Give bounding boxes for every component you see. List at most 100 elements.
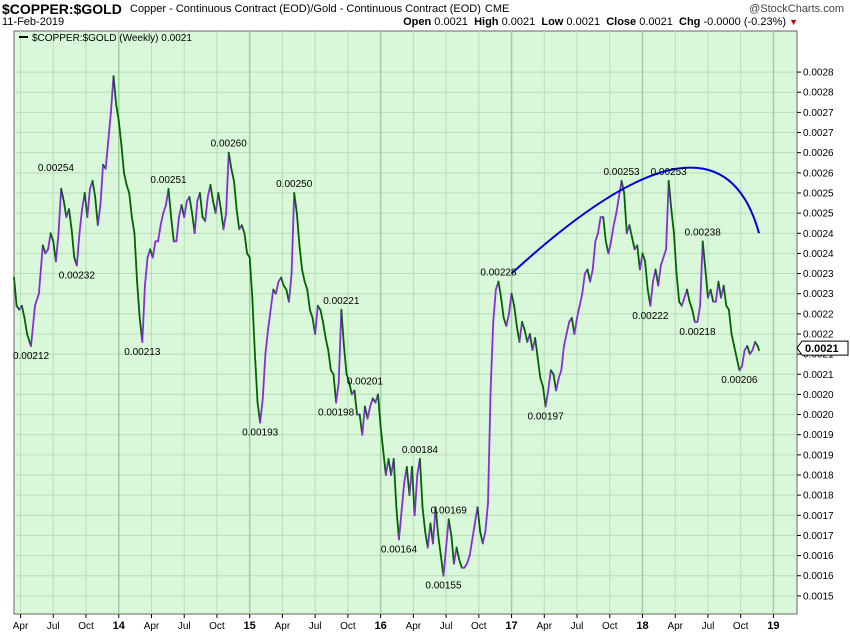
chart-header: $COPPER:$GOLD Copper - Continuous Contra… — [0, 0, 850, 30]
series-segment-down — [552, 373, 557, 392]
series-segment-up — [369, 397, 374, 408]
series-segment-up — [86, 188, 91, 219]
series-segment-up — [597, 216, 602, 235]
series-segment-down — [419, 457, 424, 509]
series-segment-up — [555, 377, 560, 392]
series-segment-down — [704, 268, 709, 299]
series-segment-down — [233, 179, 238, 210]
y-tick-label: 0.0018 — [803, 491, 834, 502]
series-segment-down — [542, 385, 547, 408]
series-segment-up — [225, 151, 230, 215]
series-segment-up — [398, 510, 403, 541]
x-year-label: 15 — [244, 620, 256, 632]
series-segment-down — [343, 345, 348, 376]
last-value-box — [796, 340, 849, 356]
series-segment-down — [62, 200, 68, 219]
series-segment-down — [345, 373, 351, 384]
series-segment-up — [581, 272, 586, 295]
x-month-label: Apr — [537, 621, 553, 632]
series-segment-up — [104, 139, 110, 170]
last-value-label: 0.0021 — [805, 343, 839, 355]
y-tick-label: 0.0023 — [803, 269, 834, 280]
series-segment-up — [175, 216, 180, 243]
y-tick-label: 0.0024 — [803, 229, 834, 240]
series-segment-up — [37, 244, 44, 295]
series-segment-down — [631, 236, 636, 251]
last-value-marker: 0.0021 — [796, 340, 849, 356]
series-segment-down — [170, 216, 175, 243]
series-segment-up — [657, 264, 662, 287]
series-segment-down — [128, 192, 133, 219]
series-segment-down — [340, 308, 345, 347]
series-segment-up — [183, 200, 188, 219]
series-segment-down — [322, 320, 327, 339]
series-segment-up — [109, 75, 115, 114]
series-segment-up — [141, 284, 146, 343]
x-month-label: Oct — [471, 621, 487, 632]
y-tick-label: 0.0017 — [803, 531, 834, 542]
series-segment-down — [437, 534, 442, 557]
series-segment-down — [303, 280, 309, 291]
series-segment-down — [301, 268, 306, 283]
series-segment-up — [481, 530, 487, 545]
series-segment-up — [649, 280, 654, 307]
series-segment-down — [670, 208, 675, 235]
x-month-label: Apr — [667, 621, 683, 632]
peak-trough-label: 0.00164 — [381, 544, 418, 555]
peak-trough-label: 0.00218 — [679, 327, 716, 338]
series-segment-up — [466, 554, 471, 565]
peak-trough-label: 0.00213 — [124, 347, 161, 358]
peak-trough-label: 0.00184 — [402, 445, 439, 456]
series-segment-up — [400, 482, 406, 513]
series-segment-down — [497, 280, 502, 299]
series-segment-up — [696, 304, 702, 323]
series-segment-up — [518, 320, 523, 343]
series-segment-down — [688, 300, 694, 311]
peak-trough-label: 0.00253 — [603, 167, 640, 178]
series-segment-down — [91, 179, 97, 198]
series-segment-up — [576, 304, 581, 319]
series-segment-down — [735, 357, 741, 372]
series-segment-down — [510, 292, 516, 307]
series-segment-down — [20, 304, 26, 319]
series-segment-up — [610, 224, 615, 243]
y-tick-label: 0.0017 — [803, 511, 834, 522]
y-tick-label: 0.0024 — [803, 249, 834, 260]
series-segment-down — [421, 506, 427, 533]
y-tick-label: 0.0026 — [803, 148, 834, 159]
series-segment-up — [337, 308, 343, 384]
series-segment-up — [453, 546, 458, 565]
y-tick-label: 0.0019 — [803, 450, 834, 461]
series-segment-up — [413, 474, 419, 517]
x-month-label: Apr — [13, 621, 29, 632]
series-segment-down — [199, 192, 204, 219]
series-segment-up — [75, 232, 81, 267]
series-segment-down — [319, 308, 324, 323]
y-tick-label: 0.0022 — [803, 309, 834, 320]
peak-trough-label: 0.00206 — [721, 375, 758, 386]
series-segment-up — [259, 397, 264, 424]
x-month-label: Oct — [602, 621, 618, 632]
description-text: Copper - Continuous Contract (EOD)/Gold … — [130, 3, 481, 15]
series-segment-up — [162, 204, 167, 215]
series-segment-down — [620, 179, 626, 194]
low-label: Low — [541, 16, 564, 28]
x-year-label: 14 — [113, 620, 126, 632]
ohlc-readout: Open 0.0021 High 0.0021 Low 0.0021 Close… — [403, 16, 798, 28]
peak-trough-label: 0.00155 — [425, 581, 462, 592]
down-arrow-icon: ▼ — [789, 17, 798, 27]
peak-trough-label: 0.00232 — [59, 270, 96, 281]
series-segment-up — [30, 304, 36, 347]
series-segment-down — [450, 534, 455, 565]
series-segment-up — [54, 232, 60, 263]
series-segment-down — [123, 171, 128, 186]
series-segment-down — [523, 329, 529, 343]
series-segment-down — [209, 184, 214, 202]
series-segment-up — [267, 308, 272, 331]
series-segment-down — [382, 449, 387, 476]
close-label: Close — [606, 16, 637, 28]
legend: $COPPER:$GOLD (Weekly) 0.0021 — [19, 33, 192, 44]
series-segment-down — [691, 308, 696, 323]
series-segment-down — [309, 308, 314, 319]
series-segment-up — [612, 212, 618, 227]
